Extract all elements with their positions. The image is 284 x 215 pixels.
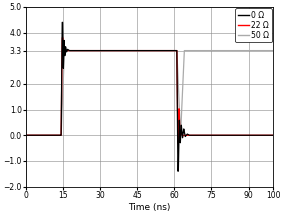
Legend: 0 Ω, 22 Ω, 50 Ω: 0 Ω, 22 Ω, 50 Ω [235, 9, 272, 42]
X-axis label: Time (ns): Time (ns) [128, 203, 171, 212]
